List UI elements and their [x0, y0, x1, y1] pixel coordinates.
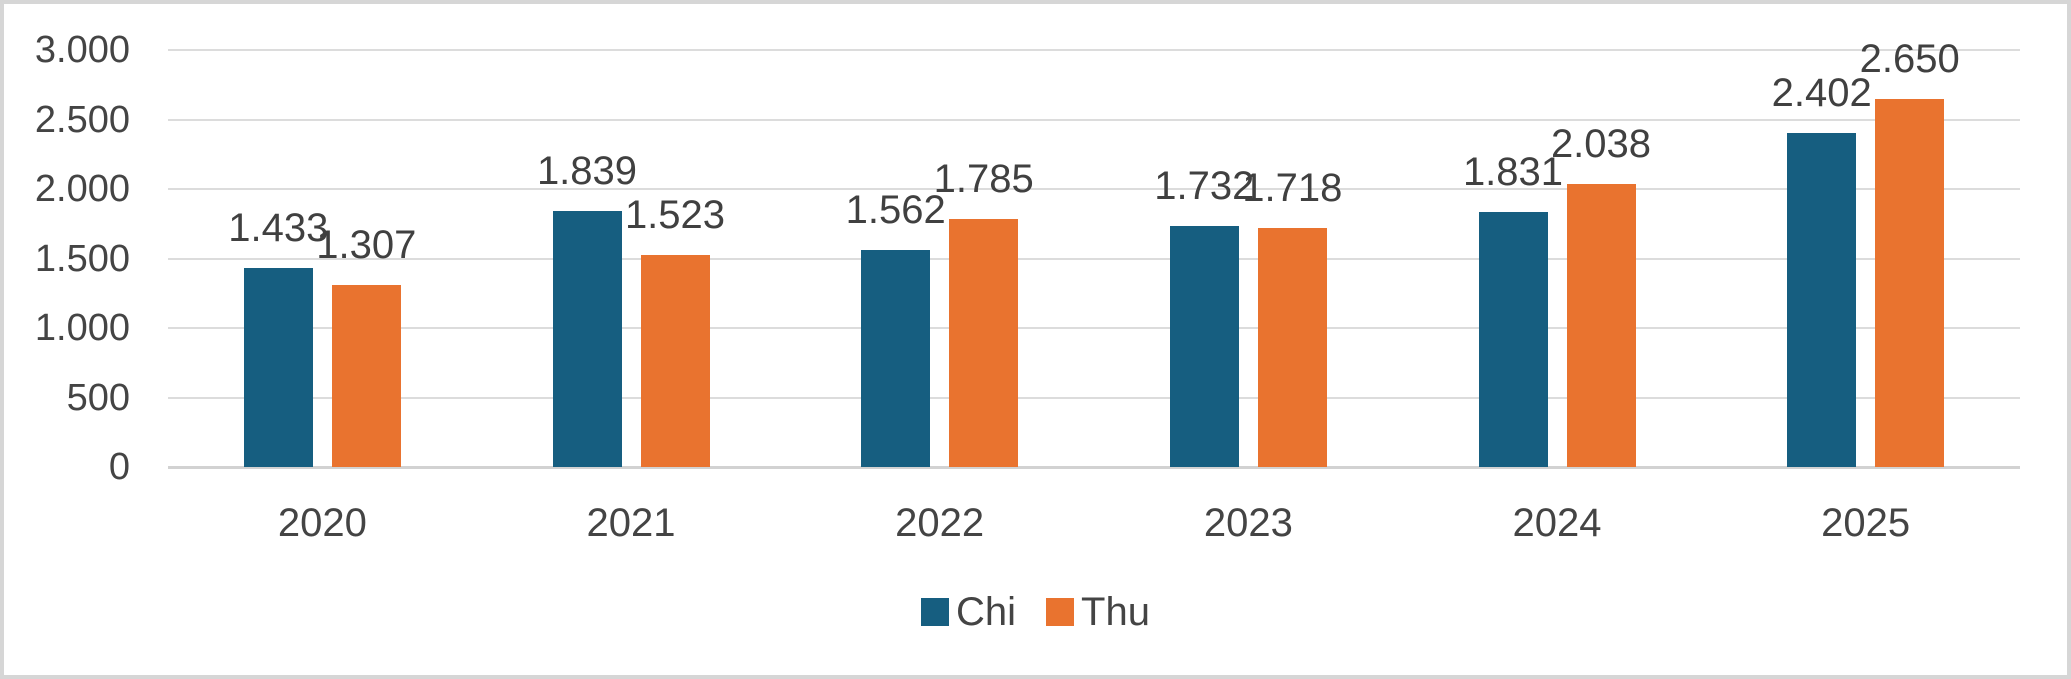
bar-thu-2023 — [1257, 228, 1327, 467]
bar-thu-2021 — [640, 255, 710, 467]
legend-label: Thu — [1081, 590, 1150, 634]
y-axis-tick-label: 1.000 — [34, 307, 130, 349]
y-axis-tick-label: 1.500 — [34, 237, 130, 280]
data-label-thu-2021: 1.523 — [624, 193, 726, 238]
legend-item-chi: Chi — [921, 592, 1016, 632]
data-label-chi-2021: 1.839 — [536, 149, 638, 194]
data-label-chi-2023: 1.732 — [1154, 164, 1255, 209]
bar-chi-2020 — [243, 267, 313, 467]
bar-thu-2022 — [949, 218, 1019, 467]
y-axis-tick-label: 2.500 — [34, 98, 130, 141]
bar-thu-2020 — [331, 285, 401, 467]
x-axis-tick-label-2024: 2024 — [1512, 501, 1602, 545]
data-label-thu-2024: 2.038 — [1550, 121, 1652, 166]
legend-item-thu: Thu — [1046, 592, 1150, 632]
gridline-1500 — [168, 257, 2020, 260]
bar-chi-2023 — [1169, 226, 1239, 467]
x-axis-tick-label-2025: 2025 — [1821, 501, 1911, 545]
legend-label: Chi — [956, 590, 1017, 634]
y-axis-tick-label: 500 — [66, 376, 130, 419]
data-label-thu-2023: 1.718 — [1242, 166, 1343, 211]
x-axis-tick-label-2022: 2022 — [895, 501, 985, 545]
x-axis-tick-label-2021: 2021 — [586, 501, 676, 545]
data-label-chi-2022: 1.562 — [845, 187, 946, 232]
data-label-chi-2020: 1.433 — [228, 205, 329, 250]
legend-swatch-icon — [921, 598, 950, 626]
gridline-1000 — [168, 327, 2020, 329]
y-axis-tick-label: 2.000 — [34, 168, 130, 210]
gridline-500 — [168, 396, 2020, 399]
x-axis-line — [168, 466, 2020, 469]
gridline-3000 — [168, 49, 2020, 51]
data-label-thu-2020: 1.307 — [316, 223, 417, 268]
y-axis-tick-label: 3.000 — [34, 29, 130, 71]
bar-thu-2024 — [1566, 183, 1636, 467]
data-label-thu-2025: 2.650 — [1859, 36, 1960, 81]
y-axis-tick-label: 0 — [108, 446, 130, 488]
legend-swatch-icon — [1046, 598, 1075, 626]
bar-thu-2025 — [1875, 98, 1945, 467]
x-axis-tick-label-2023: 2023 — [1203, 501, 1293, 545]
bar-chi-2025 — [1787, 133, 1857, 467]
legend: Chi Thu — [4, 592, 2067, 632]
data-label-thu-2022: 1.785 — [933, 156, 1034, 201]
gridline-2500 — [168, 118, 2020, 121]
bar-chi-2022 — [861, 249, 931, 467]
data-label-chi-2025: 2.402 — [1771, 71, 1872, 116]
data-label-chi-2024: 1.831 — [1462, 150, 1564, 195]
bar-chi-2024 — [1478, 212, 1548, 467]
gridline-2000 — [168, 188, 2020, 190]
bar-chi-2021 — [552, 211, 622, 467]
x-axis-tick-label-2020: 2020 — [277, 501, 367, 545]
